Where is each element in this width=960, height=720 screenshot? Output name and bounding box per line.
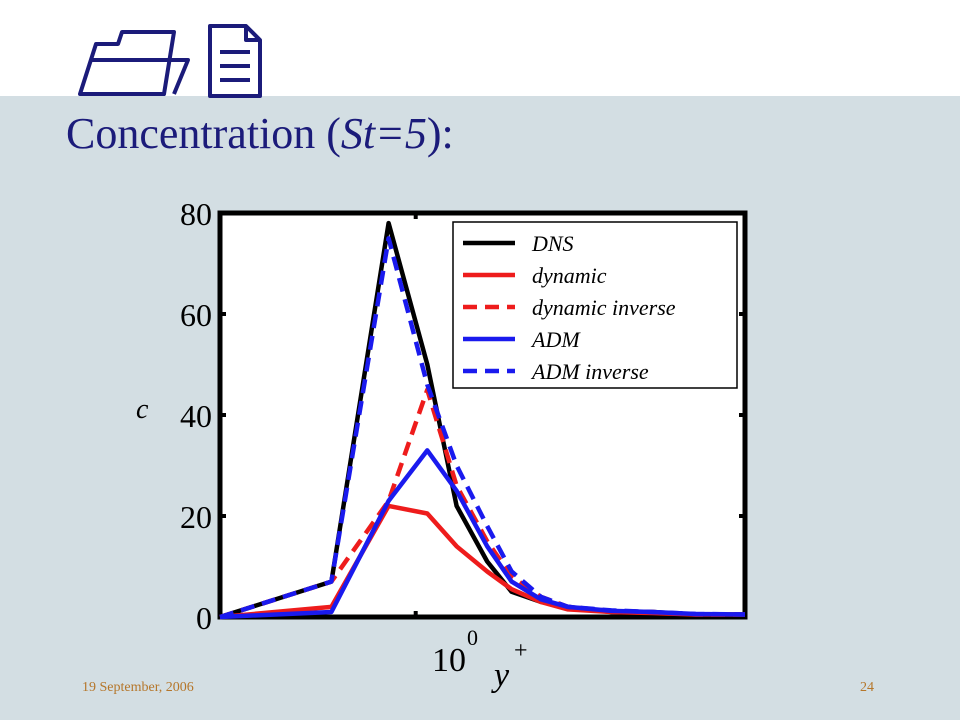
title-italic: St=5 xyxy=(340,109,427,158)
legend-label: dynamic xyxy=(532,263,607,288)
x-axis-label: y xyxy=(491,657,510,694)
legend-label: dynamic inverse xyxy=(532,295,676,320)
legend-label: ADM inverse xyxy=(530,359,649,384)
folder-icon xyxy=(78,30,190,96)
y-tick-label: 80 xyxy=(180,196,212,232)
y-tick-label: 0 xyxy=(196,600,212,636)
footer-date: 19 September, 2006 xyxy=(82,680,194,695)
document-icon xyxy=(208,24,262,98)
y-tick-label: 60 xyxy=(180,297,212,333)
slide-title: Concentration (St=5): xyxy=(66,109,454,158)
y-tick-label: 20 xyxy=(180,499,212,535)
x-tick-exponent: 0 xyxy=(467,625,478,650)
slide-decoration-icon xyxy=(78,24,262,98)
x-tick-label: 10 xyxy=(432,642,466,679)
legend-box xyxy=(452,221,738,389)
x-axis-label-sup: + xyxy=(514,638,528,664)
page-number: 24 xyxy=(860,680,874,695)
y-axis-label: c xyxy=(136,394,149,425)
y-tick-label: 40 xyxy=(180,398,212,434)
legend-label: DNS xyxy=(531,231,574,256)
slide-header-band xyxy=(0,0,960,96)
legend-label: ADM xyxy=(530,327,581,352)
series-line-adm-inverse xyxy=(219,236,746,620)
